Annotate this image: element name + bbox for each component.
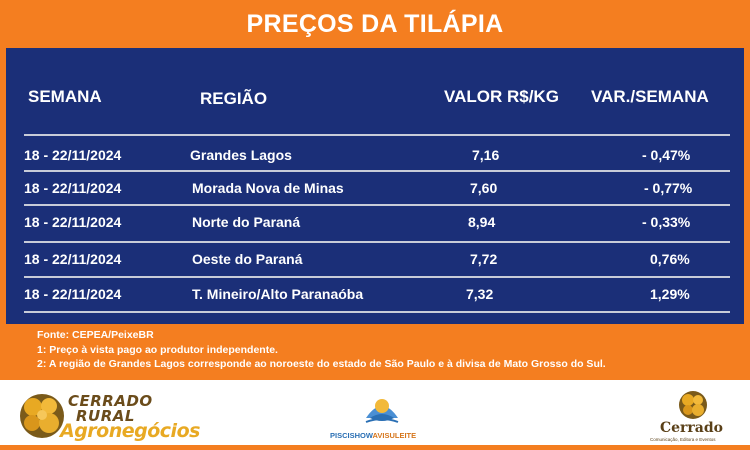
logo-cerrado-text: CERRADO bbox=[68, 392, 153, 410]
cell-semana: 18 - 22/11/2024 bbox=[24, 214, 122, 230]
cell-variacao: 0,76% bbox=[650, 251, 690, 267]
page-title: PREÇOS DA TILÁPIA bbox=[246, 9, 504, 38]
row-divider bbox=[24, 170, 730, 172]
header-regiao: REGIÃO bbox=[200, 89, 268, 108]
cell-semana: 18 - 22/11/2024 bbox=[24, 180, 122, 196]
row-divider bbox=[24, 134, 730, 136]
logo-avisuleite-text: AVISULEITE bbox=[372, 431, 417, 440]
cell-regiao: T. Mineiro/Alto Paranaóba bbox=[192, 286, 364, 302]
fruit-icon bbox=[20, 394, 64, 438]
table-row: 18 - 22/11/2024 Norte do Paraná 8,94 - 0… bbox=[24, 206, 728, 238]
cell-regiao: Grandes Lagos bbox=[190, 147, 292, 163]
piscishow-logo: PISCISHOWAVISULEITE bbox=[330, 392, 436, 448]
header-variacao: VAR./SEMANA bbox=[591, 87, 709, 106]
note-source: Fonte: CEPEA/PeixeBR bbox=[37, 329, 154, 341]
footer-stripe bbox=[0, 445, 750, 450]
cell-valor: 7,16 bbox=[472, 147, 500, 163]
table-row: 18 - 22/11/2024 Morada Nova de Minas 7,6… bbox=[24, 172, 728, 204]
logo-rural-text: RURAL bbox=[76, 407, 135, 425]
table-row: 18 - 22/11/2024 Grandes Lagos 7,16 - 0,4… bbox=[24, 139, 728, 171]
row-divider bbox=[24, 276, 730, 278]
left-stripe bbox=[0, 48, 6, 324]
cell-semana: 18 - 22/11/2024 bbox=[24, 286, 122, 302]
price-table: SEMANA REGIÃO VALOR R$/KG VAR./SEMANA 18… bbox=[6, 48, 744, 324]
cell-valor: 7,32 bbox=[466, 286, 494, 302]
cell-semana: 18 - 22/11/2024 bbox=[24, 147, 122, 163]
header-valor: VALOR R$/KG bbox=[444, 87, 559, 106]
cell-valor: 8,94 bbox=[468, 214, 496, 230]
cerrado-comunicacao-logo: Cerrado Comunicação, Editora e Eventos bbox=[650, 390, 740, 446]
logo-piscishow-text: PISCISHOW bbox=[330, 431, 373, 440]
notes-section: Fonte: CEPEA/PeixeBR 1: Preço à vista pa… bbox=[0, 324, 750, 380]
cell-semana: 18 - 22/11/2024 bbox=[24, 251, 122, 267]
fish-icon bbox=[365, 399, 399, 423]
header-semana: SEMANA bbox=[28, 87, 102, 106]
note-2: 2: A região de Grandes Lagos corresponde… bbox=[37, 358, 606, 370]
cell-variacao: - 0,77% bbox=[644, 180, 693, 196]
cell-variacao: - 0,33% bbox=[642, 214, 691, 230]
cell-variacao: - 0,47% bbox=[642, 147, 691, 163]
logo-cerrado-sub: Comunicação, Editora e Eventos bbox=[650, 437, 716, 442]
table-row: 18 - 22/11/2024 Oeste do Paraná 7,72 0,7… bbox=[24, 243, 728, 275]
row-divider bbox=[24, 204, 730, 206]
cell-regiao: Norte do Paraná bbox=[192, 214, 301, 230]
note-1: 1: Preço à vista pago ao produtor indepe… bbox=[37, 343, 278, 356]
cell-valor: 7,60 bbox=[470, 180, 498, 196]
footer: CERRADO RURAL Agronegócios PISCISHOWAVIS… bbox=[0, 380, 750, 450]
row-divider bbox=[24, 241, 730, 243]
cerrado-rural-logo: CERRADO RURAL Agronegócios bbox=[18, 390, 213, 442]
cell-valor: 7,72 bbox=[470, 251, 498, 267]
table-row: 18 - 22/11/2024 T. Mineiro/Alto Paranaób… bbox=[24, 278, 728, 310]
logo-cerrado-name: Cerrado bbox=[660, 420, 723, 436]
cell-variacao: 1,29% bbox=[650, 286, 690, 302]
row-divider bbox=[24, 311, 730, 313]
cell-regiao: Oeste do Paraná bbox=[192, 251, 303, 267]
title-bar: PREÇOS DA TILÁPIA bbox=[0, 0, 750, 48]
logo-agronegocios-text: Agronegócios bbox=[60, 420, 200, 442]
fruit-icon bbox=[679, 391, 707, 419]
cell-regiao: Morada Nova de Minas bbox=[192, 180, 344, 196]
right-stripe bbox=[744, 48, 750, 324]
